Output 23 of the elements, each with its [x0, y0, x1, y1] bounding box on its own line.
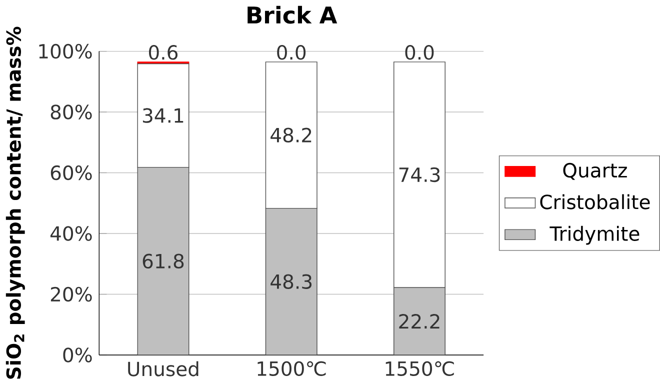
chart-title: Brick A [248, 6, 338, 24]
x-tick-label: Unused [128, 361, 198, 376]
y-tick-label: 0% [63, 348, 92, 362]
data-label: 61.8 [142, 254, 184, 268]
data-label: 48.3 [270, 274, 312, 289]
y-tick-label: 20% [50, 286, 92, 302]
legend-label: Tridymite [550, 226, 640, 245]
legend-label: Cristobalite [540, 194, 650, 210]
data-label: 74.3 [399, 167, 440, 182]
y-tick-label: 60% [50, 165, 92, 180]
legend-label: Quartz [563, 162, 627, 180]
y-tick-label: 80% [50, 104, 92, 120]
x-tick-label: 1550℃ [386, 361, 454, 376]
y-tick-label: 40% [50, 226, 92, 241]
data-label: 0.6 [148, 45, 178, 60]
y-tick-label: 100% [39, 44, 92, 59]
y-axis-title: SiO$_{2}$ polymorph content/ mass% [6, 26, 25, 379]
data-label: 34.1 [142, 108, 184, 123]
data-label: 22.2 [399, 314, 440, 328]
data-label: 48.2 [270, 128, 312, 142]
data-label: 0.0 [405, 45, 434, 60]
data-label: 0.0 [277, 45, 306, 60]
x-tick-label: 1500℃ [258, 361, 326, 376]
